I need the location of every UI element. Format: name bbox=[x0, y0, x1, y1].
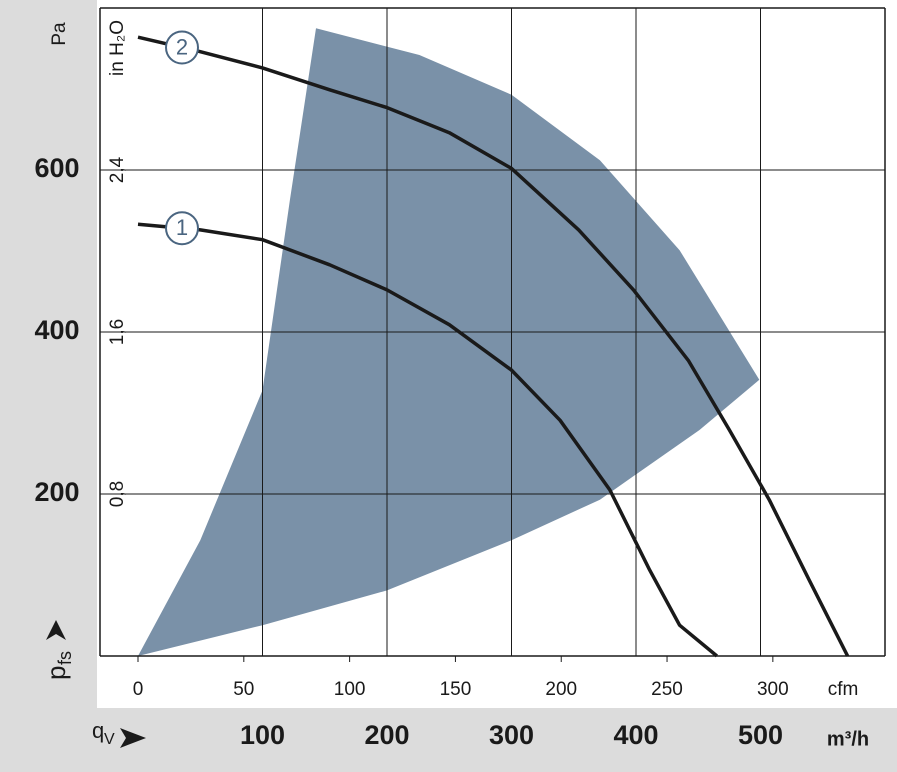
y-symbol-sub: fs bbox=[55, 651, 75, 665]
y2-tick-label: 1,6 bbox=[107, 319, 128, 345]
curve-label-circle bbox=[165, 30, 199, 65]
x-symbol: q V bbox=[92, 718, 115, 748]
y2-unit: in H₂O bbox=[107, 20, 128, 76]
y-unit: Pa bbox=[49, 22, 70, 46]
y-arrow bbox=[46, 620, 66, 640]
operating-area bbox=[138, 28, 760, 657]
x2-tick-label: 300 bbox=[757, 679, 789, 700]
x2-tick-label: 150 bbox=[440, 679, 472, 700]
curve bbox=[137, 222, 719, 658]
plot bbox=[99, 7, 886, 662]
bottom-band bbox=[0, 708, 897, 772]
y-symbol-main: p bbox=[41, 666, 71, 680]
y-tick-label: 200 bbox=[34, 477, 79, 507]
curve-label: 1 bbox=[176, 215, 188, 240]
y2-tick-label: 0,8 bbox=[107, 481, 128, 507]
y-tick-label: 600 bbox=[34, 153, 79, 183]
x2-unit: cfm bbox=[828, 679, 859, 700]
curve bbox=[137, 35, 850, 657]
x-symbol-main: q bbox=[92, 718, 104, 743]
x-tick-label: 500 bbox=[738, 720, 783, 750]
x2-tick-label: 200 bbox=[545, 679, 577, 700]
left-band bbox=[0, 0, 97, 772]
x2-tick-label: 50 bbox=[233, 679, 254, 700]
curve-label: 2 bbox=[176, 34, 188, 59]
x-symbol-sub: V bbox=[104, 731, 115, 748]
x-tick-label: 200 bbox=[364, 720, 409, 750]
y-symbol: p fs bbox=[41, 651, 75, 680]
x-tick-label: 300 bbox=[489, 720, 534, 750]
x-tick-label: 400 bbox=[613, 720, 658, 750]
curve-label-circle bbox=[165, 211, 199, 246]
x2-tick-label: 250 bbox=[651, 679, 683, 700]
y-tick-label: 400 bbox=[34, 315, 79, 345]
x-tick-label: 100 bbox=[240, 720, 285, 750]
y2-tick-label: 2,4 bbox=[107, 156, 128, 183]
x2-tick-label: 100 bbox=[334, 679, 366, 700]
x-arrow bbox=[120, 728, 146, 748]
x2-tick-label: 0 bbox=[133, 679, 144, 700]
x-unit: m³/h bbox=[827, 728, 869, 750]
